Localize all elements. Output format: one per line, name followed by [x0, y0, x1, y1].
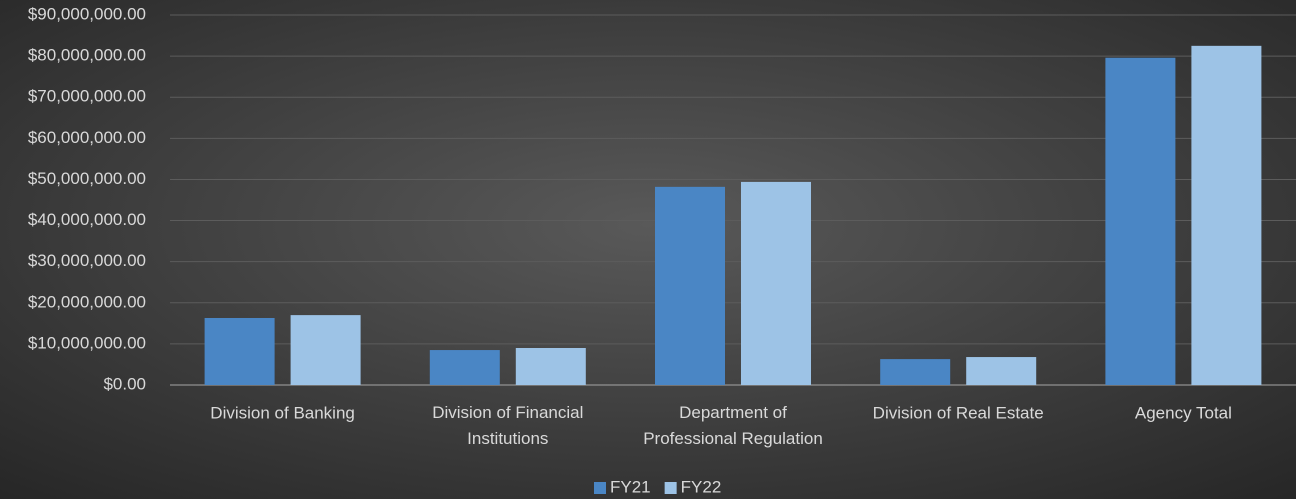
bar: [655, 186, 725, 385]
bar: [515, 348, 586, 385]
x-tick-label: Division of Real Estate: [873, 403, 1044, 422]
bar: [1105, 57, 1176, 385]
legend-swatch: [594, 482, 606, 494]
bar: [1191, 45, 1262, 385]
y-tick-label: $30,000,000.00: [28, 251, 146, 270]
x-tick-label: Division of Banking: [210, 403, 355, 422]
x-tick-label: Agency Total: [1135, 403, 1232, 422]
y-tick-label: $80,000,000.00: [28, 46, 146, 65]
y-tick-label: $70,000,000.00: [28, 87, 146, 106]
y-tick-label: $50,000,000.00: [28, 169, 146, 188]
y-tick-label: $90,000,000.00: [28, 4, 146, 23]
bar: [966, 357, 1037, 385]
bar: [204, 317, 275, 385]
legend-label: FY21: [610, 477, 651, 496]
y-tick-label: $10,000,000.00: [28, 333, 146, 352]
y-tick-label: $0.00: [103, 374, 146, 393]
bar: [429, 350, 500, 385]
x-tick-label: Division of Financial Institutions: [432, 403, 583, 448]
bar: [290, 315, 361, 385]
x-tick-label: Department of Professional Regulation: [643, 403, 823, 448]
legend-label: FY22: [681, 477, 722, 496]
y-tick-label: $20,000,000.00: [28, 292, 146, 311]
bar: [741, 181, 811, 385]
y-tick-label: $40,000,000.00: [28, 210, 146, 229]
bar: [880, 359, 951, 385]
y-tick-label: $60,000,000.00: [28, 128, 146, 147]
legend-swatch: [664, 482, 677, 494]
